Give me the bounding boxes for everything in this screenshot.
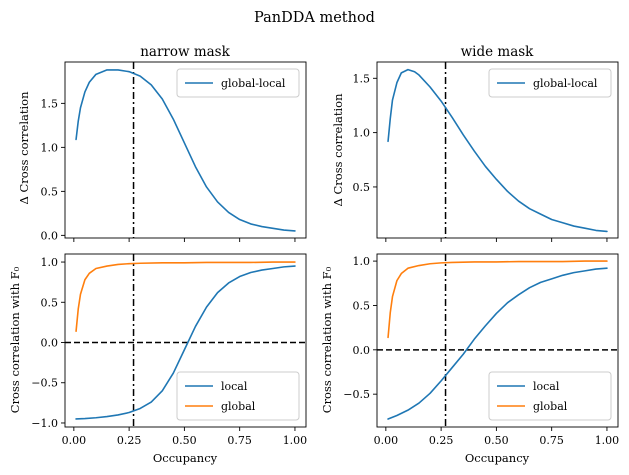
panel-4-legend-label-global: global <box>533 400 568 413</box>
panel-4-series-global-line <box>387 260 608 339</box>
panel-4-ytick-label-2: 0.5 <box>353 299 371 312</box>
panel-2-frame <box>376 61 619 239</box>
panel-1-legend-box <box>176 68 300 98</box>
xlabel-panel-3: Occupancy <box>153 451 218 465</box>
ylabel-panel-4: Cross correlation with F₀ <box>320 266 334 413</box>
panel-2-ytick-label-0: 0.5 <box>353 181 371 194</box>
figure-title: PanDDA method <box>254 10 375 26</box>
ylabel-panel-2: Δ Cross correlation <box>331 93 345 207</box>
panel-3-ytick-label-4: 1.0 <box>41 256 59 269</box>
panel-1-title: narrow mask <box>140 44 230 60</box>
panel-2: 0.5 1.0 1.5 global-local <box>353 61 619 242</box>
panel-2-legend-box <box>488 68 612 98</box>
panel-3-xtick-label-1: 0.25 <box>117 434 142 447</box>
panel-3-xtick-label-0: 0.00 <box>62 434 87 447</box>
ylabel-panel-3: Cross correlation with F₀ <box>8 266 22 413</box>
panel-3: 0.00 0.25 0.50 0.75 1.00 −1.0 −0.5 0.0 0.5 1.0 loc… <box>31 253 308 447</box>
panel-2-title: wide mask <box>461 44 535 60</box>
panel-4-ytick-label-3: 1.0 <box>353 255 371 268</box>
panel-1-legend: global-local <box>176 68 300 98</box>
panel-3-ytick-label-3: 0.5 <box>41 296 59 309</box>
svg-text:Δ Cross correlation: Δ Cross correlation <box>331 93 345 207</box>
panel-2-ytick-label-1: 1.0 <box>353 127 371 140</box>
panel-3-series-local-line <box>75 265 296 420</box>
panel-4-ytick-label-1: 0.0 <box>353 344 371 357</box>
panel-3-legend-box <box>176 371 300 421</box>
panel-4-frame <box>376 253 619 428</box>
panel-2-series-global-local-line <box>387 68 608 233</box>
panel-4-legend-label-local: local <box>533 380 560 393</box>
panel-1-series-global-local-line <box>75 69 296 232</box>
panel-4-xtick-label-1: 0.25 <box>429 434 454 447</box>
panel-3-legend: local global <box>176 371 300 421</box>
panel-3-xtick-label-2: 0.50 <box>172 434 197 447</box>
panel-4-series-local-line <box>387 267 608 420</box>
panel-3-series-global-line <box>75 261 296 333</box>
svg-text:Cross correlation with F₀: Cross correlation with F₀ <box>8 266 22 413</box>
panel-1-ytick-label-0: 0.0 <box>41 229 59 242</box>
panel-1-ytick-label-2: 1.0 <box>41 141 59 154</box>
panel-4-xtick-label-0: 0.00 <box>374 434 399 447</box>
xlabel-panel-4: Occupancy <box>465 451 530 465</box>
panel-2-legend-label-global-local: global-local <box>533 77 598 90</box>
panel-3-xtick-label-3: 0.75 <box>227 434 252 447</box>
panel-3-xtick-label-4: 1.00 <box>283 434 308 447</box>
panel-4-ytick-label-0: −0.5 <box>343 388 370 401</box>
panel-4-legend-box <box>488 371 612 421</box>
panel-4-legend: local global <box>488 371 612 421</box>
panel-1-frame <box>64 61 307 239</box>
panel-2-ytick-label-2: 1.5 <box>353 72 371 85</box>
svg-text:Δ Cross correlation: Δ Cross correlation <box>17 91 31 205</box>
panel-3-ytick-label-0: −1.0 <box>31 417 58 430</box>
panel-4-xtick-label-2: 0.50 <box>484 434 509 447</box>
panel-4-xtick-label-3: 0.75 <box>539 434 564 447</box>
panel-3-ytick-label-1: −0.5 <box>31 377 58 390</box>
panel-1-ytick-label-3: 1.5 <box>41 97 59 110</box>
panel-1: 0.0 0.5 1.0 1.5 global-local <box>41 61 307 242</box>
panel-4: 0.00 0.25 0.50 0.75 1.00 −0.5 0.0 0.5 1.0 local gl… <box>343 253 620 447</box>
panel-1-ytick-label-1: 0.5 <box>41 185 59 198</box>
panel-3-frame <box>64 253 307 428</box>
panel-3-legend-label-local: local <box>221 380 248 393</box>
panel-3-legend-label-global: global <box>221 400 256 413</box>
panel-2-legend: global-local <box>488 68 612 98</box>
ylabel-panel-1: Δ Cross correlation <box>17 91 31 205</box>
panel-1-legend-label-global-local: global-local <box>221 77 286 90</box>
panel-3-ytick-label-2: 0.0 <box>41 337 59 350</box>
svg-text:Cross correlation with F₀: Cross correlation with F₀ <box>320 266 334 413</box>
panel-4-xtick-label-4: 1.00 <box>595 434 620 447</box>
